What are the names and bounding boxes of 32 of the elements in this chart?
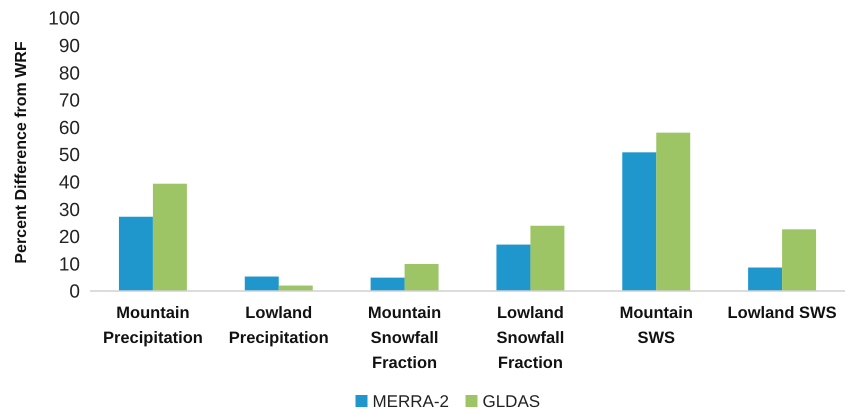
y-axis-title: Percent Difference from WRF	[13, 41, 30, 264]
bar	[152, 184, 187, 291]
y-tick-label: 100	[48, 8, 80, 30]
bar	[370, 278, 405, 291]
bar	[404, 264, 439, 291]
y-tick-label: 50	[58, 145, 80, 166]
bar	[118, 216, 153, 291]
legend-label: GLDAS	[482, 392, 540, 411]
x-tick-label: Lowland Precipitation	[228, 304, 329, 347]
bar	[278, 286, 313, 291]
bar	[530, 226, 564, 291]
x-tick-label: Lowland SWS	[728, 304, 837, 322]
bar	[244, 276, 279, 291]
y-tick-label: 20	[58, 227, 80, 248]
bar	[496, 244, 530, 291]
x-tick-label: Lowland Snowfall Fraction	[496, 304, 564, 372]
y-tick-label: 0	[69, 282, 80, 303]
y-tick-label: 30	[58, 200, 80, 221]
bar	[748, 268, 782, 291]
y-tick-label: 80	[58, 63, 80, 84]
y-tick-label: 10	[58, 254, 80, 276]
y-tick-label: 90	[58, 36, 80, 57]
y-tick-label: 70	[58, 90, 80, 112]
legend-label: MERRA-2	[372, 392, 450, 411]
x-tick-label: Mountain Snowfall Fraction	[368, 304, 442, 372]
bar	[656, 132, 690, 291]
bar	[622, 152, 656, 291]
bar	[782, 229, 816, 291]
x-tick-label: Mountain SWS	[620, 304, 693, 347]
y-tick-label: 60	[58, 118, 80, 139]
x-tick-label: Mountain Precipitation	[102, 304, 203, 347]
y-tick-label: 40	[58, 172, 80, 194]
